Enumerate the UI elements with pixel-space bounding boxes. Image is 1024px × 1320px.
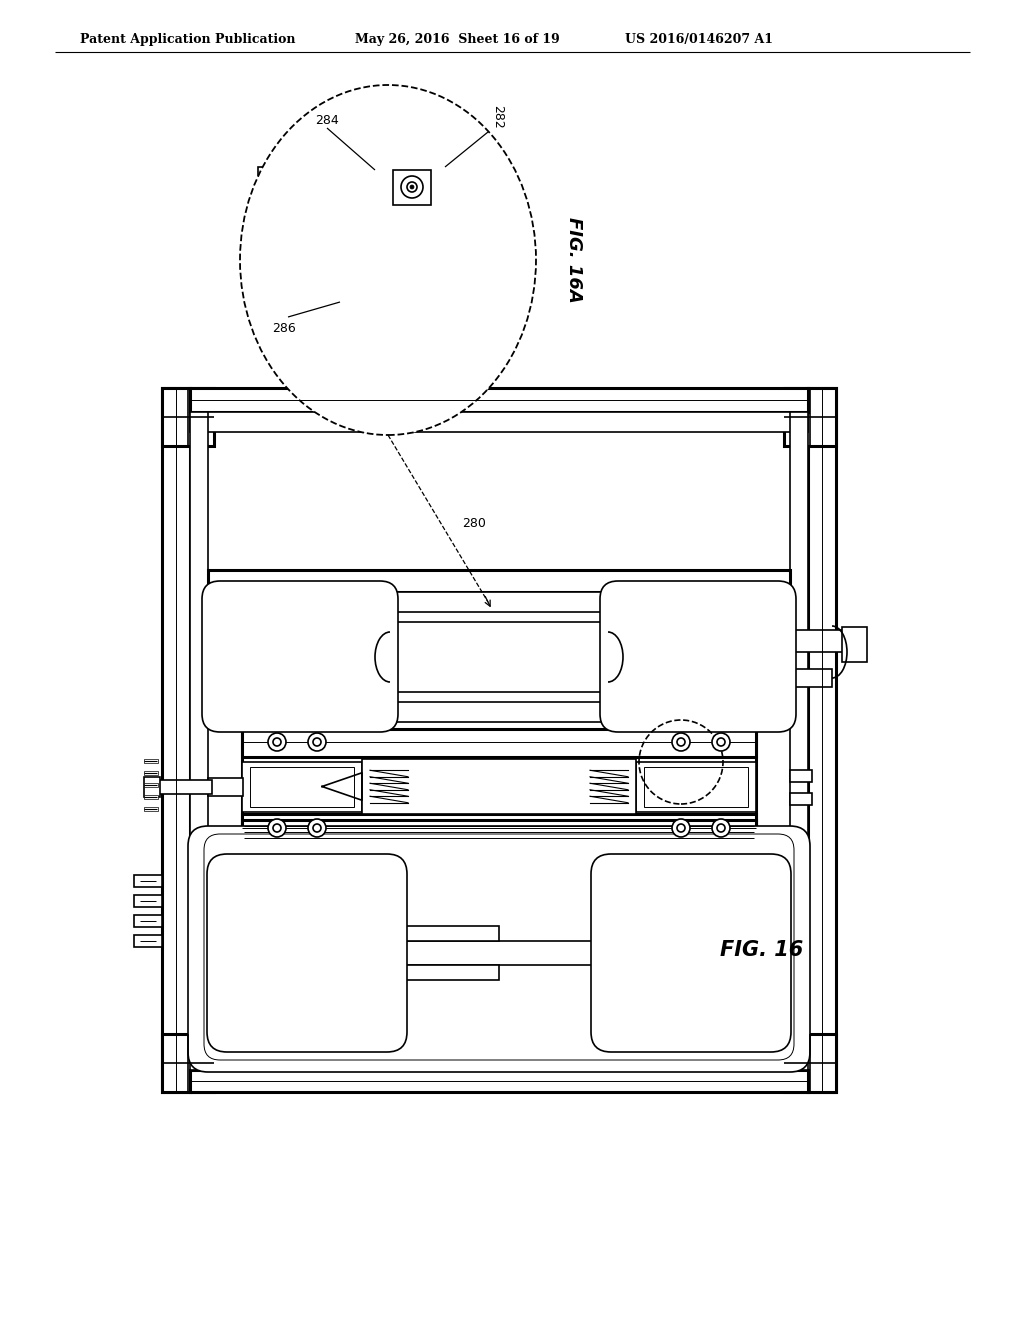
Circle shape: [672, 818, 690, 837]
Bar: [392, 941, 606, 965]
Bar: [190, 412, 808, 432]
Bar: [208, 570, 790, 591]
Circle shape: [308, 818, 326, 837]
Bar: [386, 148, 434, 160]
Circle shape: [313, 738, 321, 746]
Bar: [389, 622, 609, 692]
Circle shape: [273, 824, 281, 832]
Bar: [162, 388, 190, 1092]
Ellipse shape: [240, 84, 536, 436]
Bar: [144, 795, 158, 799]
Circle shape: [313, 824, 321, 832]
Bar: [790, 412, 808, 1052]
Bar: [258, 168, 303, 176]
Bar: [790, 770, 812, 781]
Bar: [208, 777, 243, 796]
Bar: [636, 762, 756, 812]
Circle shape: [712, 818, 730, 837]
FancyBboxPatch shape: [202, 581, 398, 733]
Bar: [208, 591, 790, 722]
Bar: [242, 733, 756, 842]
Bar: [808, 388, 836, 1092]
Bar: [144, 783, 158, 787]
Circle shape: [273, 738, 281, 746]
Bar: [790, 630, 845, 652]
Bar: [134, 915, 162, 927]
Circle shape: [268, 818, 286, 837]
Bar: [383, 612, 615, 702]
Bar: [362, 759, 636, 814]
Text: FIG. 16A: FIG. 16A: [565, 216, 583, 302]
Circle shape: [407, 182, 417, 191]
Bar: [368, 243, 396, 265]
Text: FIG. 16: FIG. 16: [720, 940, 803, 960]
Text: US 2016/0146207 A1: US 2016/0146207 A1: [625, 33, 773, 46]
Bar: [162, 388, 214, 446]
Bar: [644, 767, 748, 807]
Bar: [157, 780, 212, 795]
Bar: [134, 895, 162, 907]
Bar: [190, 412, 208, 1052]
Circle shape: [410, 185, 414, 189]
Bar: [190, 1071, 808, 1092]
Bar: [144, 759, 158, 763]
Bar: [784, 1034, 836, 1092]
Bar: [242, 820, 756, 843]
Bar: [242, 814, 756, 842]
Bar: [784, 388, 836, 446]
Bar: [144, 807, 158, 810]
Circle shape: [401, 176, 423, 198]
Bar: [842, 627, 867, 663]
Text: 282: 282: [490, 106, 504, 129]
Text: May 26, 2016  Sheet 16 of 19: May 26, 2016 Sheet 16 of 19: [355, 33, 560, 46]
Bar: [392, 965, 499, 979]
FancyBboxPatch shape: [591, 854, 791, 1052]
Circle shape: [712, 733, 730, 751]
FancyBboxPatch shape: [207, 854, 407, 1052]
FancyBboxPatch shape: [600, 581, 796, 733]
Text: 284: 284: [315, 114, 339, 127]
Bar: [190, 388, 808, 412]
Bar: [250, 767, 354, 807]
Circle shape: [717, 824, 725, 832]
FancyBboxPatch shape: [188, 826, 810, 1072]
Text: 280: 280: [462, 517, 485, 531]
Bar: [790, 793, 812, 805]
FancyBboxPatch shape: [204, 834, 794, 1060]
Text: 286: 286: [272, 322, 296, 335]
Text: Patent Application Publication: Patent Application Publication: [80, 33, 296, 46]
Bar: [190, 1052, 808, 1071]
Circle shape: [677, 824, 685, 832]
Bar: [144, 777, 160, 797]
Bar: [790, 669, 831, 686]
Circle shape: [308, 733, 326, 751]
Bar: [392, 927, 499, 941]
Bar: [398, 150, 420, 240]
Bar: [144, 771, 158, 775]
Bar: [162, 1034, 214, 1092]
Bar: [242, 762, 362, 812]
Bar: [242, 729, 756, 756]
Bar: [372, 263, 392, 279]
Bar: [298, 165, 483, 180]
Circle shape: [672, 733, 690, 751]
Circle shape: [717, 738, 725, 746]
Bar: [134, 935, 162, 946]
Circle shape: [268, 733, 286, 751]
Circle shape: [677, 738, 685, 746]
Bar: [308, 180, 473, 195]
Bar: [393, 170, 431, 205]
Bar: [134, 875, 162, 887]
